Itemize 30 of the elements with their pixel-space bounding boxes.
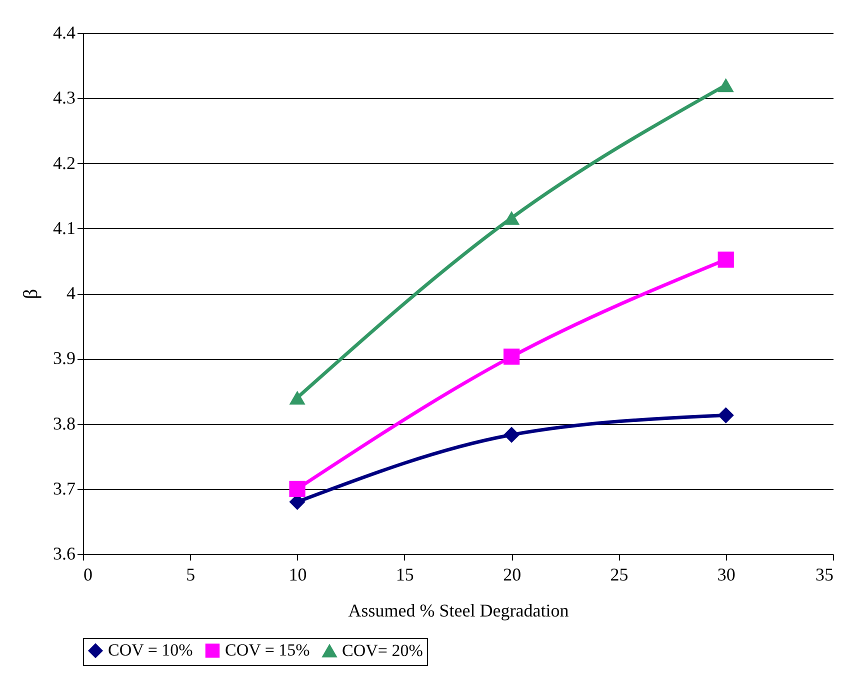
y-tick-label: 4.1 [53,218,76,238]
y-tick-label: 3.6 [53,544,76,564]
y-tick-label: 3.8 [53,413,76,434]
x-tick-label: 25 [610,564,628,584]
legend-label: COV = 15% [225,640,310,660]
legend-label: COV= 20% [342,641,423,660]
x-tick-label: 0 [84,564,92,584]
legend-label: COV = 10% [108,640,193,660]
point [289,480,306,497]
x-tick-label: 10 [288,564,307,584]
y-tick-label: 4.4 [53,22,76,42]
point [289,390,306,405]
point [718,78,734,92]
y-axis-title: β [20,288,42,300]
point [718,407,734,424]
x-tick-label: 35 [816,564,834,584]
y-tick-label: 3.9 [53,348,76,368]
x-tick-label: 30 [717,564,736,584]
y-tick-label: 4 [66,283,76,303]
y-tick-label: 4.2 [53,152,76,173]
y-tick-label: 3.7 [53,478,76,498]
point [504,348,520,365]
x-axis-title: Assumed % Steel Degradation [348,600,569,620]
y-tick-label: 4.3 [53,88,76,108]
x-tick-label: 15 [396,564,414,584]
x-tick-label: 20 [503,564,522,584]
point [718,252,734,268]
x-tick-label: 5 [186,564,196,584]
point [504,426,520,443]
point [504,210,520,225]
